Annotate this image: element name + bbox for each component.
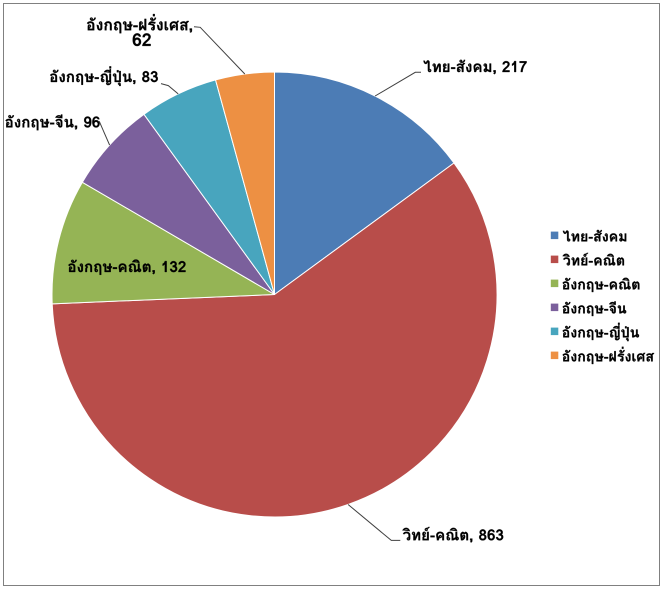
- pie-slice-1: [51, 162, 498, 518]
- legend-swatch-5: [550, 351, 559, 360]
- leader-line-4: [160, 83, 179, 95]
- leader-line-1: [347, 504, 401, 541]
- legend-swatch-4: [550, 327, 559, 336]
- chart-border: [3, 3, 660, 586]
- pie-slice-0: [274, 71, 455, 295]
- pie-slices: [51, 71, 498, 518]
- leader-line-0: [374, 71, 421, 97]
- label-leader-lines: [98, 26, 421, 541]
- legend-swatch-3: [550, 303, 559, 312]
- pie-slice-2: [51, 181, 275, 305]
- leader-line-5: [193, 26, 246, 75]
- pie-slice-5: [215, 71, 275, 295]
- legend-swatch-1: [550, 255, 559, 264]
- legend-swatch-0: [550, 231, 559, 240]
- legend: [550, 229, 655, 365]
- leader-line-3: [98, 121, 111, 146]
- legend-swatch-2: [550, 279, 559, 288]
